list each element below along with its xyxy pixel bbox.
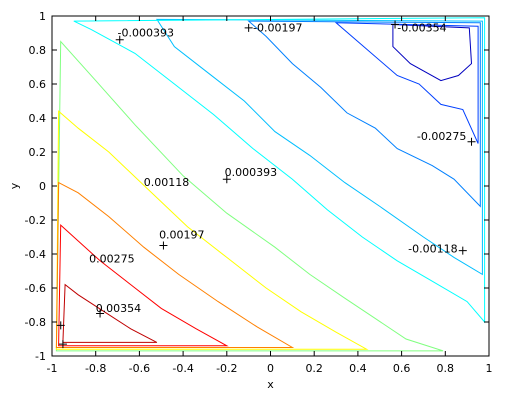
contour-line-0: [392, 23, 473, 82]
y-tick-label: -0.8: [25, 316, 46, 329]
x-tick-label: -0.6: [129, 362, 150, 375]
contour-line-2: [247, 20, 481, 208]
contour-label-1: -0.00197: [253, 21, 302, 34]
x-tick-label: -0.8: [85, 362, 106, 375]
y-tick-label: 0.8: [29, 44, 47, 57]
x-tick-label: 0.8: [437, 362, 455, 375]
y-tick-label: 0.6: [29, 78, 47, 91]
contour-labels: -0.000393 -0.00197 -0.00354 -0.00275 -0.0011…: [89, 21, 466, 315]
contour-label-6: 0.00118: [144, 176, 190, 189]
contour-label-5: 0.000393: [225, 166, 277, 179]
plot-area: [51, 15, 490, 357]
contour-label-7: 0.00197: [159, 229, 205, 242]
y-tick-label: 0.4: [29, 112, 47, 125]
contour-line-4: [73, 17, 486, 324]
contour-line-6: [55, 110, 369, 350]
contour-marker-1: [244, 23, 253, 32]
contour-label-markers: [56, 20, 476, 349]
x-tick-label: -1: [47, 362, 58, 375]
x-axis-label: x: [267, 378, 274, 391]
contour-line-3: [155, 18, 483, 276]
x-tick-label: 0.2: [305, 362, 323, 375]
x-tick-label: 0.6: [393, 362, 411, 375]
y-tick-label: -1: [35, 350, 46, 363]
contour-marker-7: [159, 241, 168, 250]
extra-marker-1: [58, 340, 67, 349]
axis-ticks: -1 -0.8 -0.6 -0.4 -0.2 0 0.2 0.4 0.6 0.8 1 1 0.8 0.6 0…: [25, 10, 493, 375]
x-tick-label: 0: [267, 362, 274, 375]
contour-marker-3: [467, 137, 476, 146]
contour-line-5: [55, 40, 444, 352]
contour-marker-9: [96, 309, 105, 318]
x-tick-label: 1: [486, 362, 493, 375]
y-tick-label: 1: [39, 10, 46, 23]
contour-line-7: [55, 181, 295, 348]
contour-label-9: 0.00354: [96, 302, 142, 315]
x-tick-label: 0.4: [349, 362, 367, 375]
contour-label-8: 0.00275: [89, 253, 134, 266]
y-tick-label: -0.2: [25, 214, 46, 227]
extra-marker-0: [56, 321, 65, 330]
contour-line-8: [58, 223, 229, 347]
contour-marker-4: [458, 246, 467, 255]
x-tick-label: -0.2: [216, 362, 237, 375]
y-tick-label: -0.4: [25, 248, 46, 261]
contour-label-0: -0.000393: [118, 26, 174, 39]
x-tick-label: -0.4: [172, 362, 193, 375]
y-tick-label: 0: [39, 180, 46, 193]
contour-label-2: -0.00354: [397, 21, 446, 34]
contour-marker-0: [115, 35, 124, 44]
y-tick-label: -0.6: [25, 282, 46, 295]
y-axis-label: y: [8, 182, 21, 189]
contour-marker-2: [391, 20, 400, 29]
contour-label-3: -0.00275: [417, 130, 466, 143]
y-tick-label: 0.2: [29, 146, 47, 159]
contour-marker-5: [222, 175, 231, 184]
contour-line-1: [334, 22, 479, 144]
contour-label-4: -0.00118: [408, 242, 457, 255]
